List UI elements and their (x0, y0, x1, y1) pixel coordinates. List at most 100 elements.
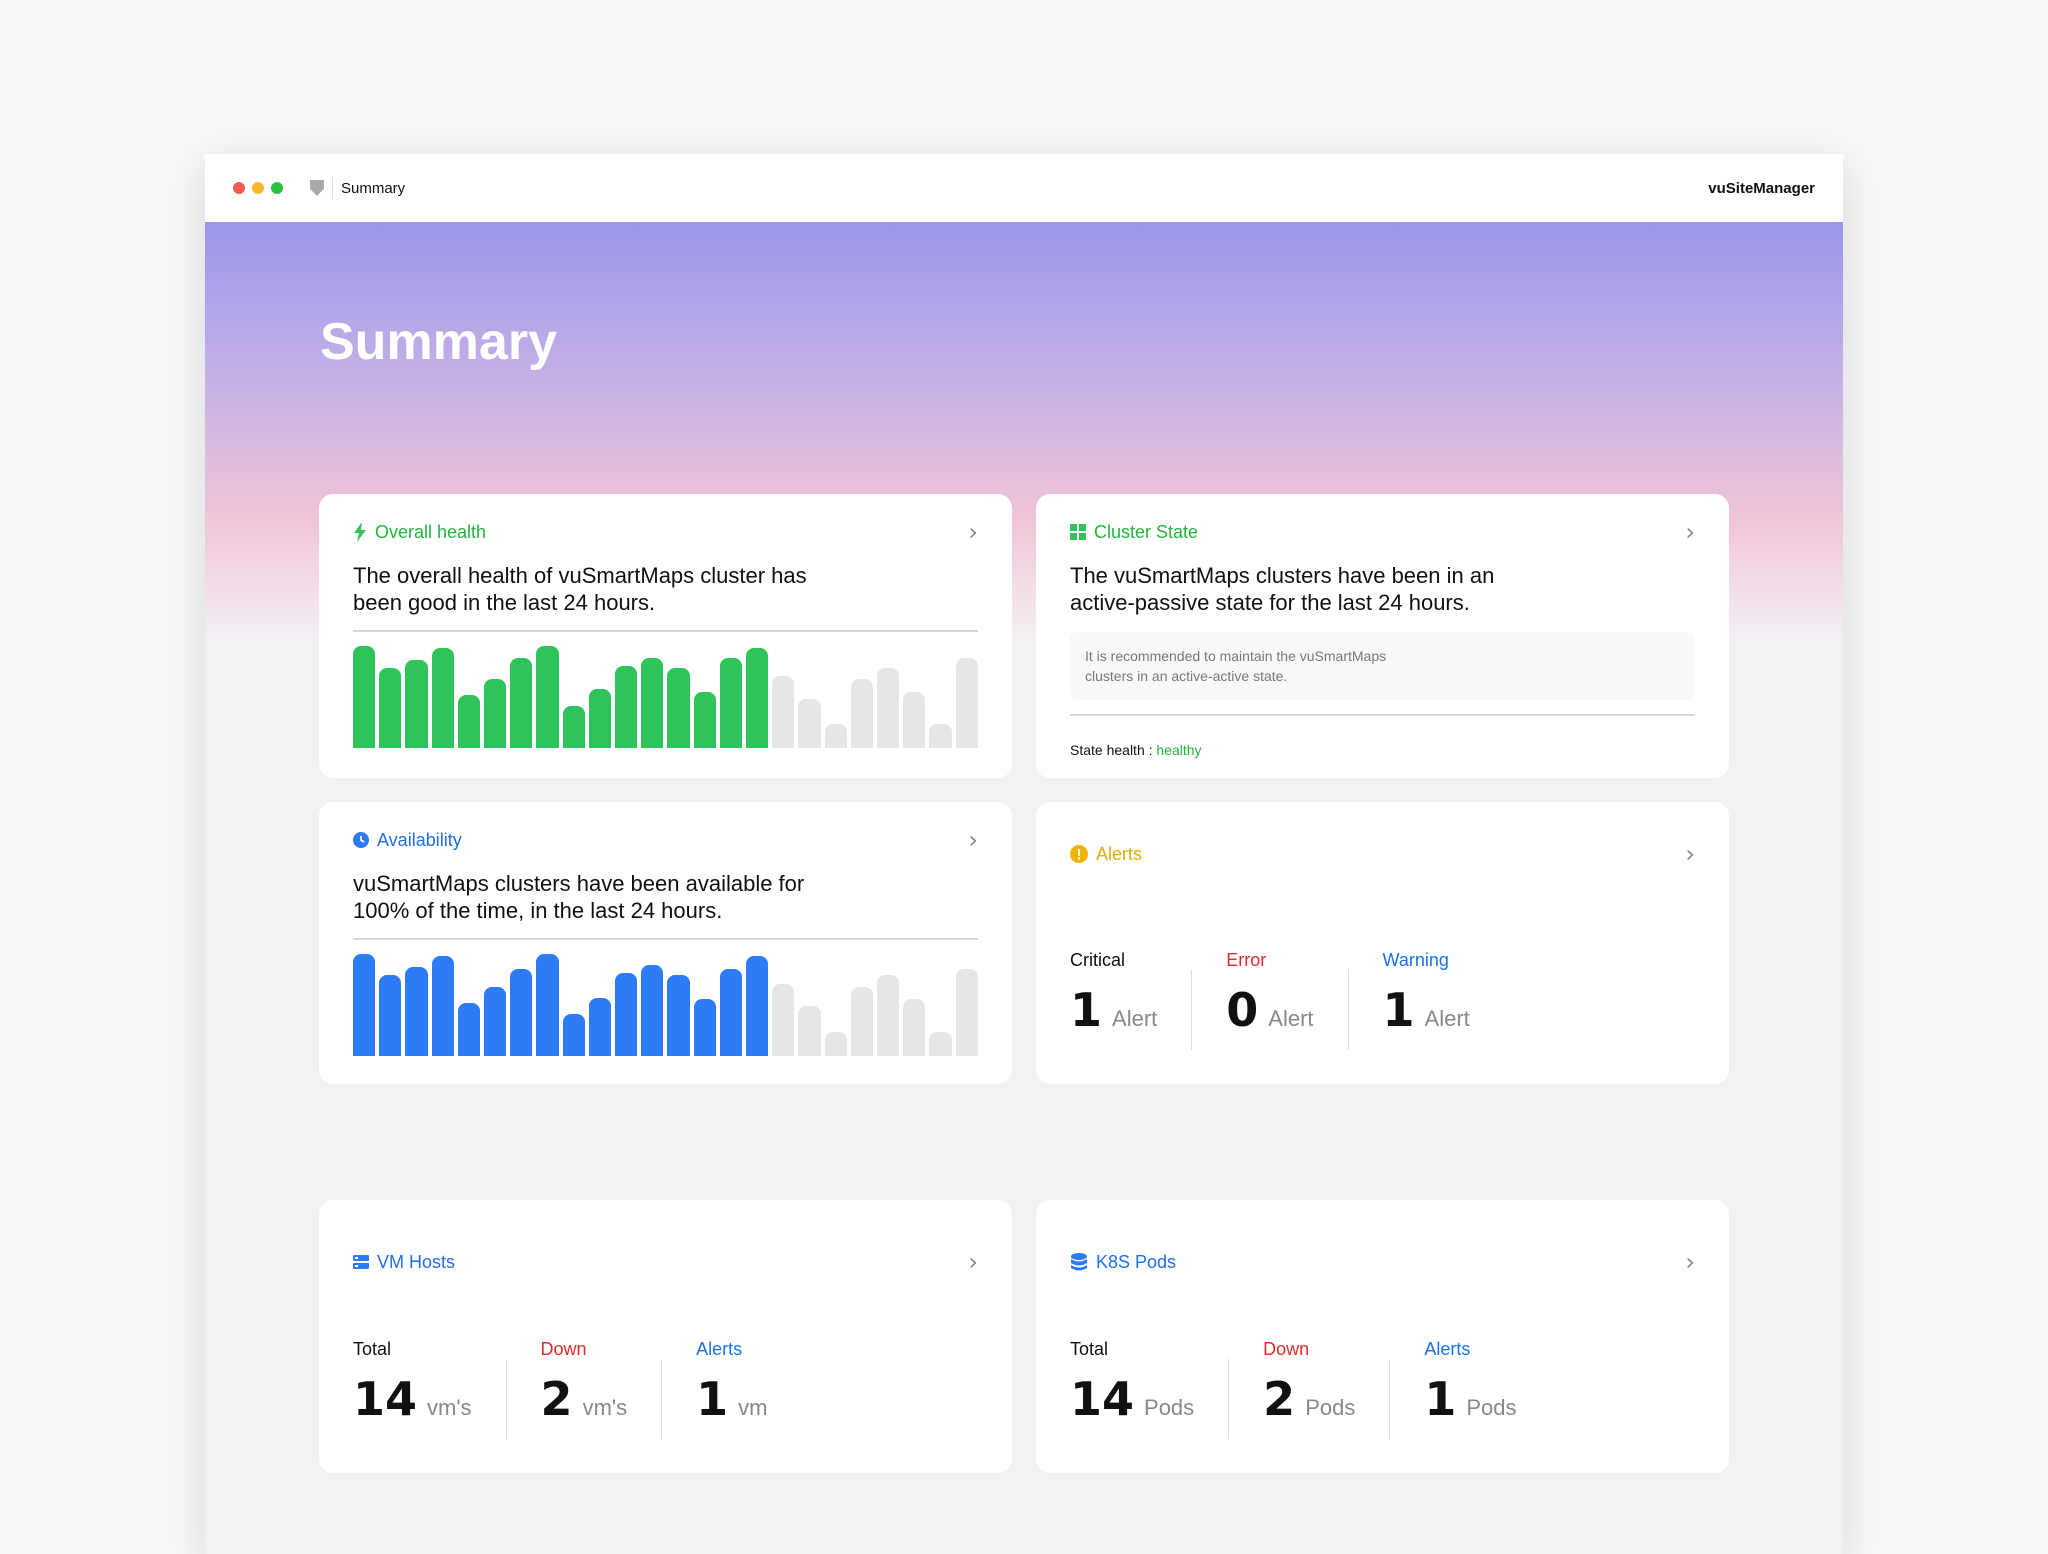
stat-value: 0 (1226, 983, 1259, 1037)
tab-title: Summary (341, 179, 406, 197)
chart-bar (929, 723, 952, 748)
chevron-right-icon[interactable]: › (1685, 518, 1695, 546)
state-health: State health : healthy (1070, 742, 1695, 758)
chart-bar (772, 983, 795, 1056)
chart-bar (431, 648, 454, 748)
stat-unit: Pods (1305, 1395, 1356, 1420)
chart-bar (510, 969, 533, 1056)
page-title: Summary (320, 313, 557, 371)
card-title: Overall health (375, 521, 487, 542)
chart-bar (719, 658, 743, 748)
chart-bar (850, 986, 874, 1056)
stat-label: Down (1263, 1339, 1310, 1359)
divider (353, 630, 978, 632)
app-window: Summary vuSiteManager Summary Overall he… (205, 154, 1843, 1554)
stat-unit: Alert (1268, 1006, 1314, 1031)
chevron-right-icon[interactable]: › (1685, 840, 1695, 868)
chevron-right-icon[interactable]: › (968, 1248, 978, 1276)
stat-value: 1 (1424, 1372, 1457, 1426)
title-bar: Summary vuSiteManager (205, 154, 1843, 222)
divider (332, 178, 333, 198)
chart-bar (955, 658, 978, 748)
stat-critical[interactable]: Critical 1 Alert (1070, 950, 1157, 1050)
divider (1228, 1359, 1230, 1439)
cluster-state-card[interactable]: Cluster State › The vuSmartMaps clusters… (1036, 494, 1729, 778)
chart-bar (615, 973, 638, 1056)
chart-bar (405, 967, 428, 1056)
chart-bar (536, 954, 559, 1056)
shield-icon (310, 180, 324, 196)
alerts-stats: Critical 1 Alert Error 0 Alert Warning 1 Aler… (1070, 950, 1470, 1050)
lightning-icon (354, 522, 366, 542)
chart-bar (877, 668, 900, 748)
state-health-value: healthy (1156, 742, 1202, 758)
stat-label: Total (353, 1339, 392, 1359)
stat-down[interactable]: Down 2 vm's (541, 1339, 628, 1439)
chart-bar (641, 965, 664, 1056)
card-description: The overall health of vuSmartMaps cluste… (353, 563, 807, 615)
stat-value: 1 (1382, 983, 1415, 1037)
stat-unit: Pods (1466, 1395, 1517, 1420)
clock-icon (353, 832, 369, 848)
card-title: VM Hosts (377, 1251, 456, 1272)
stat-label: Alerts (1424, 1339, 1471, 1359)
stat-label: Warning (1382, 950, 1449, 970)
chart-bar (484, 678, 507, 748)
chart-bar (693, 691, 716, 748)
maximize-window-button[interactable] (271, 182, 283, 194)
vm-hosts-card[interactable]: VM Hosts › Total 14 vm's Down 2 vm's Alerts … (319, 1200, 1012, 1473)
chart-bar (457, 1002, 481, 1056)
chart-bar (772, 675, 795, 748)
chart-bar (746, 648, 769, 748)
card-description: vuSmartMaps clusters have been available… (353, 871, 805, 923)
chart-bar (746, 956, 769, 1056)
stat-total[interactable]: Total 14 Pods (1070, 1339, 1194, 1439)
stat-alerts[interactable]: Alerts 1 vm (696, 1339, 767, 1439)
availability-card[interactable]: Availability › vuSmartMaps clusters have… (319, 802, 1012, 1084)
chart-bar (798, 1006, 821, 1056)
database-icon (1071, 1253, 1087, 1271)
stat-value: 2 (540, 1372, 573, 1426)
chart-bar (929, 1031, 952, 1056)
stat-unit: Pods (1144, 1395, 1195, 1420)
divider (1191, 970, 1193, 1050)
recommendation-note: It is recommended to maintain the vuSmar… (1070, 632, 1695, 700)
overall-health-chart (353, 646, 978, 748)
stat-total[interactable]: Total 14 vm's (353, 1339, 472, 1439)
state-health-label: State health : (1070, 742, 1153, 758)
card-title: Cluster State (1094, 521, 1199, 542)
stat-label: Total (1070, 1339, 1109, 1359)
stat-warning[interactable]: Warning 1 Alert (1383, 950, 1470, 1050)
chart-bar (562, 1014, 585, 1056)
chevron-right-icon[interactable]: › (968, 518, 978, 546)
chart-bar (510, 658, 533, 748)
stat-value: 1 (1070, 983, 1103, 1037)
chart-bar (850, 678, 874, 748)
chevron-right-icon[interactable]: › (1685, 1248, 1695, 1276)
divider (1389, 1359, 1391, 1439)
stat-unit: vm (738, 1395, 768, 1420)
app-name: vuSiteManager (1708, 179, 1815, 197)
chart-bar (484, 986, 507, 1056)
k8s-pods-stats: Total 14 Pods Down 2 Pods Alerts 1 Pods (1070, 1339, 1517, 1439)
chevron-right-icon[interactable]: › (968, 826, 978, 854)
divider (661, 1359, 663, 1439)
stat-label: Alerts (696, 1339, 743, 1359)
stat-label: Error (1226, 950, 1267, 970)
alerts-card[interactable]: Alerts › Critical 1 Alert Error 0 Alert Warn… (1036, 802, 1729, 1084)
chart-bar (824, 1031, 847, 1056)
chart-bar (353, 646, 376, 748)
chart-bar (824, 723, 847, 748)
minimize-window-button[interactable] (252, 182, 264, 194)
stat-down[interactable]: Down 2 Pods (1263, 1339, 1355, 1439)
chart-bar (379, 975, 402, 1056)
server-icon (353, 1255, 369, 1269)
chart-bar (379, 668, 402, 748)
close-window-button[interactable] (233, 182, 245, 194)
overall-health-card[interactable]: Overall health › The overall health of v… (319, 494, 1012, 778)
stat-error[interactable]: Error 0 Alert (1226, 950, 1313, 1050)
stat-alerts[interactable]: Alerts 1 Pods (1424, 1339, 1516, 1439)
k8s-pods-card[interactable]: K8S Pods › Total 14 Pods Down 2 Pods Alerts … (1036, 1200, 1729, 1473)
chart-bar (641, 658, 664, 748)
divider (1070, 714, 1695, 716)
